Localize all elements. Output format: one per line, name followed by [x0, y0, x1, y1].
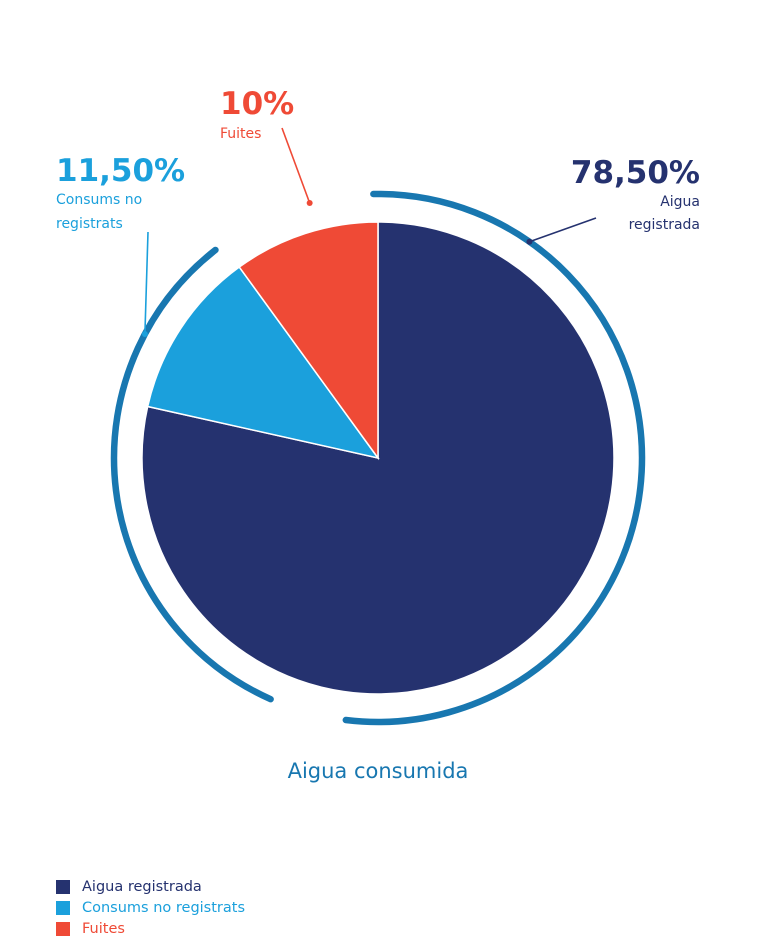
legend-label-fuites: Fuites — [82, 920, 125, 937]
slice-value-label-fuites: 10% — [220, 86, 294, 122]
slice-name-label-fuites: Fuites — [220, 126, 261, 142]
ring-arc-aigua-registrada — [342, 190, 646, 726]
pie-slice-consums-no-registrats — [146, 266, 380, 460]
outer-ring-arcs — [110, 190, 646, 726]
slice-name-label-consums-line1: Consums no — [56, 192, 142, 208]
leader-dot-aigua-registrada — [526, 238, 533, 245]
legend-item-consums-no-registrats: Consums no registrats — [56, 897, 245, 918]
legend: Aigua registrada Consums no registrats F… — [56, 876, 245, 939]
slice-name-label-aigua-registrada-line2: registrada — [629, 217, 700, 233]
slice-name-label-aigua-registrada-line1: Aigua — [660, 194, 700, 210]
legend-item-aigua-registrada: Aigua registrada — [56, 876, 245, 897]
slice-value-label-consums-no-registrats: 11,50% — [56, 153, 185, 189]
leader-dot-fuites — [306, 199, 313, 206]
legend-item-fuites: Fuites — [56, 918, 245, 939]
ring-arc-consums-fuites — [110, 246, 274, 703]
pie-slices — [141, 221, 615, 695]
legend-swatch-fuites — [56, 921, 70, 936]
legend-swatch-consums-no-registrats — [56, 900, 70, 915]
legend-label-consums-no-registrats: Consums no registrats — [82, 899, 246, 916]
leader-dot-consums-no-registrats — [141, 331, 148, 338]
pie-slice-fuites — [238, 221, 379, 461]
legend-label-aigua-registrada: Aigua registrada — [82, 878, 202, 895]
chart-caption: Aigua consumida — [288, 759, 469, 783]
leader-lines — [141, 127, 597, 338]
legend-swatch-aigua-registrada — [56, 879, 70, 894]
leader-line-fuites — [281, 127, 311, 204]
leader-line-aigua-registrada — [529, 217, 597, 243]
slice-value-label-aigua-registrada: 78,50% — [571, 155, 700, 191]
leader-line-consums-no-registrats — [144, 231, 149, 335]
slice-name-label-consums-line2: registrats — [56, 216, 123, 232]
